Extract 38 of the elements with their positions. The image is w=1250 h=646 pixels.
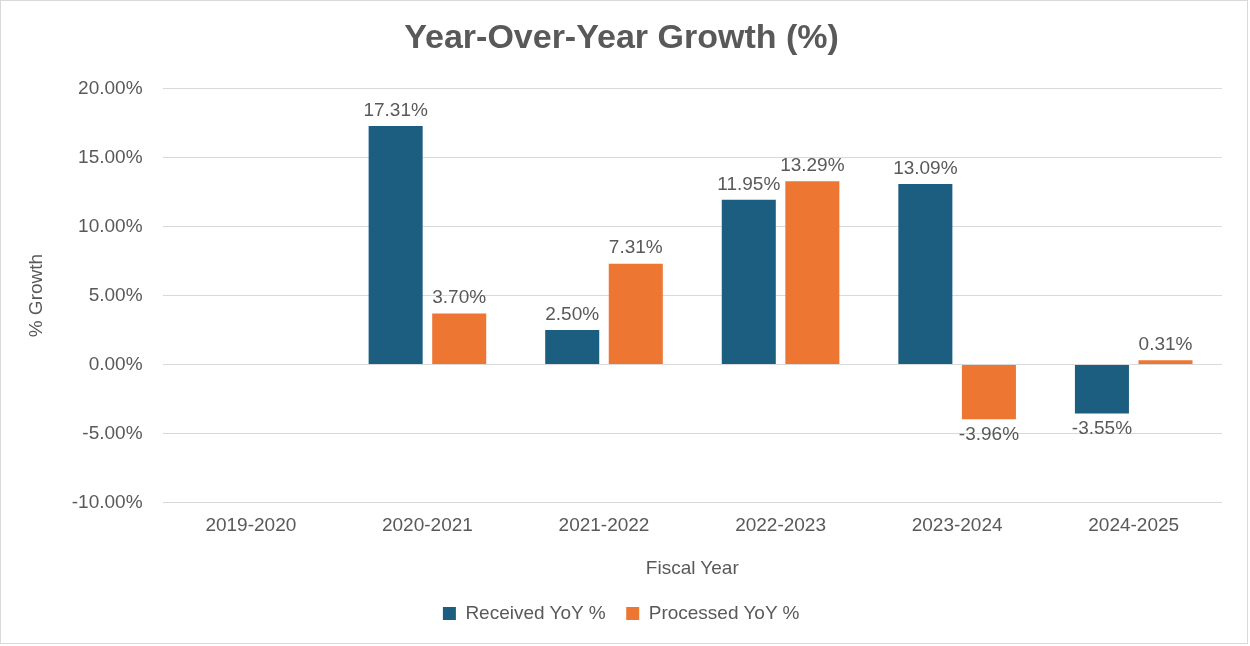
data-label: 17.31% [363, 98, 428, 120]
legend-label: Processed YoY % [648, 601, 800, 623]
y-tick-label: 15.00% [78, 145, 143, 167]
x-tick-label: 2023-2024 [911, 514, 1003, 536]
bar [432, 313, 487, 365]
bar [1138, 360, 1193, 365]
y-tick-label: 20.00% [78, 77, 143, 99]
data-label: 2.50% [545, 302, 600, 324]
data-label: 13.09% [893, 156, 958, 178]
x-tick-label: 2022-2023 [735, 514, 827, 536]
x-tick-label: 2024-2025 [1088, 514, 1180, 536]
bar [961, 365, 1016, 420]
x-tick-label: 2021-2022 [558, 514, 650, 536]
chart-title: Year-Over-Year Growth (%) [404, 16, 839, 55]
data-label: -3.55% [1071, 417, 1133, 439]
data-label: 13.29% [780, 154, 845, 176]
bar [898, 184, 953, 365]
y-tick-label: 0.00% [88, 352, 143, 374]
x-tick-label: 2019-2020 [205, 514, 297, 536]
bar [545, 330, 600, 365]
x-tick-label: 2020-2021 [381, 514, 473, 536]
y-tick-label: -10.00% [71, 490, 143, 512]
bar [721, 199, 776, 365]
legend-label: Received YoY % [465, 601, 606, 623]
bar [368, 125, 423, 365]
data-label: 0.31% [1138, 332, 1193, 354]
y-axis-title: % Growth [24, 253, 46, 338]
y-tick-label: 5.00% [88, 283, 143, 305]
bar [608, 263, 663, 365]
data-label: -3.96% [958, 422, 1020, 444]
bar [1074, 365, 1129, 414]
data-label: 3.70% [432, 286, 487, 308]
bar [785, 181, 840, 365]
y-tick-label: 10.00% [78, 214, 143, 236]
y-tick-label: -5.00% [82, 421, 143, 443]
x-axis-title: Fiscal Year [645, 556, 740, 578]
data-label: 7.31% [608, 236, 663, 258]
data-label: 11.95% [717, 172, 781, 194]
